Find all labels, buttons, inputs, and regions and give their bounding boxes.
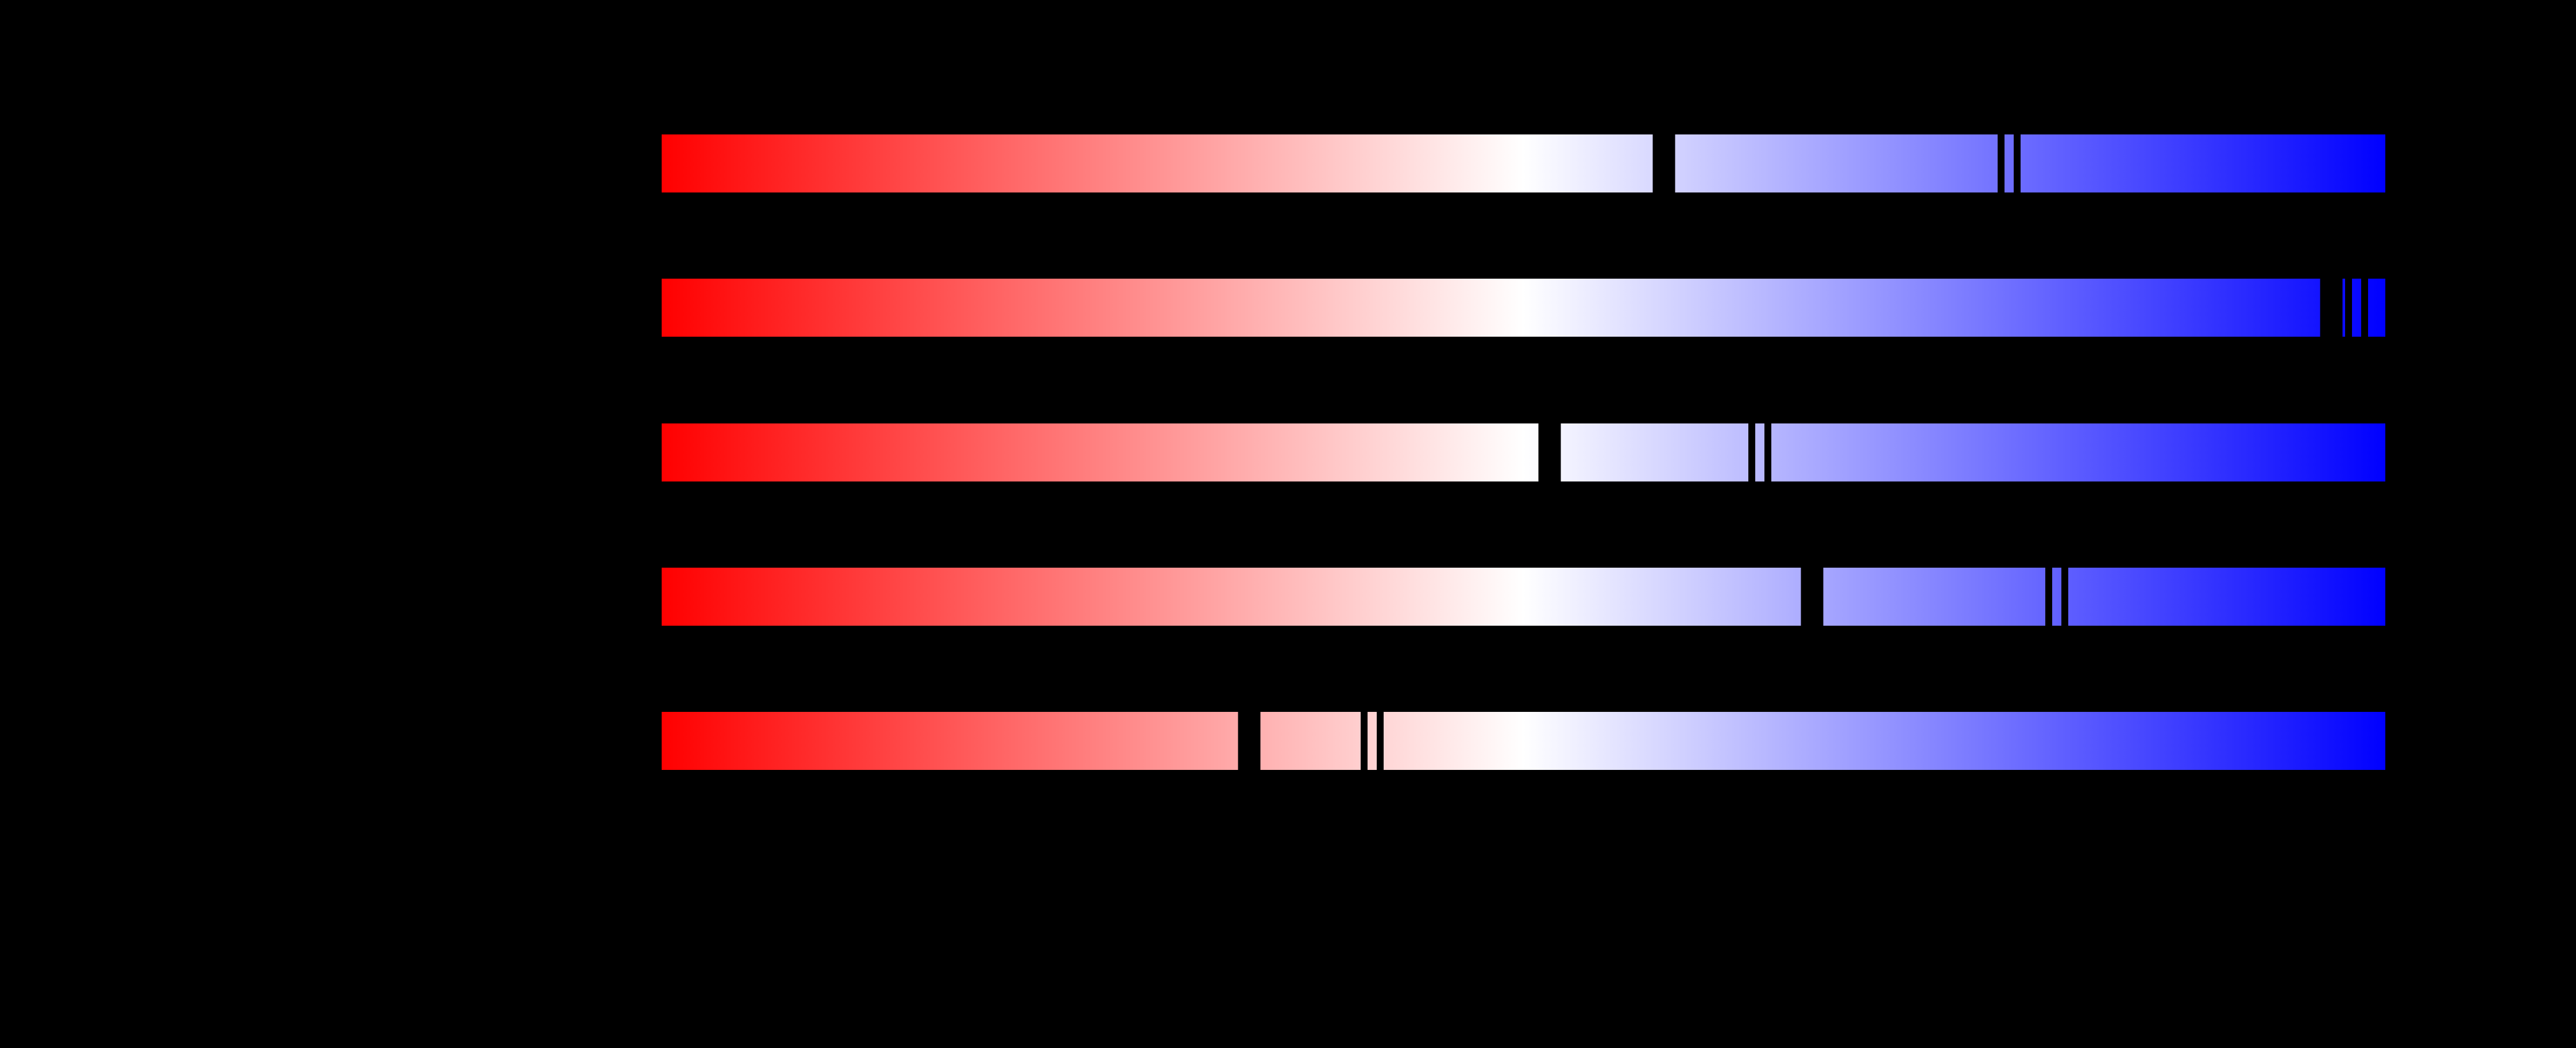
filled-notch-marker [1538,423,1561,481]
filled-notch-marker [1652,134,1675,192]
gradient-bar-row [662,279,2385,337]
hollow-notch-marker [1748,423,1771,481]
filled-notch-marker [2320,279,2343,337]
hollow-notch-marker [2045,567,2068,626]
gradient-bar-row [662,567,2385,626]
gradient-bar-row [662,712,2385,770]
filled-notch-marker [1801,567,1824,626]
gradient-bar-row [662,423,2385,481]
hollow-notch-marker [1361,712,1384,770]
gradient-bar-chart [662,0,2385,1048]
hollow-notch-marker [2345,279,2368,337]
gradient-bar-row [662,134,2385,192]
filled-notch-marker [1238,712,1261,770]
hollow-notch-marker [1998,134,2021,192]
